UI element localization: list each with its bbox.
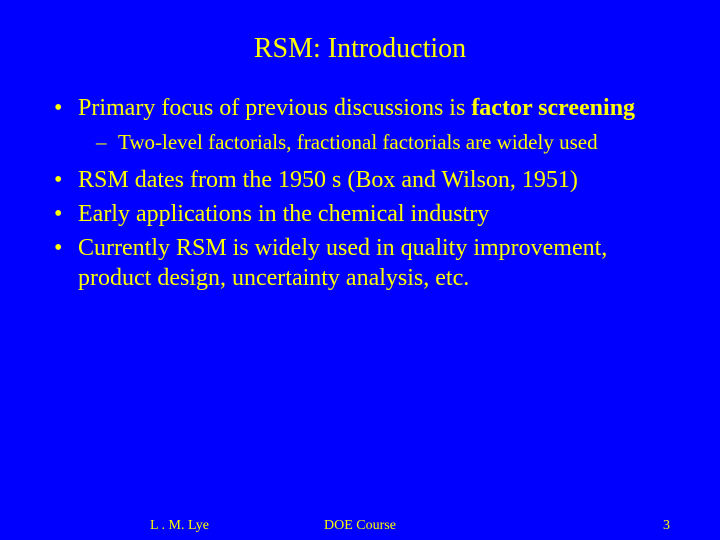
bullet-list: Primary focus of previous discussions is… — [50, 93, 680, 293]
footer-course: DOE Course — [0, 518, 720, 534]
bullet-text-2: RSM dates from the 1950 s (Box and Wilso… — [78, 167, 578, 193]
slide: RSM: Introduction Primary focus of previ… — [0, 0, 720, 540]
sub-bullet-item-1: Two-level factorials, fractional factori… — [94, 129, 680, 155]
bullet-text-3: Early applications in the chemical indus… — [78, 201, 489, 227]
bullet-text-4: Currently RSM is widely used in quality … — [78, 235, 607, 291]
slide-content: Primary focus of previous discussions is… — [40, 93, 680, 293]
bullet-item-3: Early applications in the chemical indus… — [50, 199, 680, 229]
slide-title: RSM: Introduction — [40, 33, 680, 65]
bullet-item-4: Currently RSM is widely used in quality … — [50, 233, 680, 293]
bullet-item-1: Primary focus of previous discussions is… — [50, 93, 680, 155]
sub-bullet-text-1: Two-level factorials, fractional factori… — [118, 130, 598, 154]
bullet-text-1-bold: factor screening — [471, 95, 635, 121]
footer-page-number: 3 — [663, 518, 670, 534]
bullet-item-2: RSM dates from the 1950 s (Box and Wilso… — [50, 165, 680, 195]
sub-bullet-list: Two-level factorials, fractional factori… — [78, 129, 680, 155]
bullet-text-1-pre: Primary focus of previous discussions is — [78, 95, 471, 121]
